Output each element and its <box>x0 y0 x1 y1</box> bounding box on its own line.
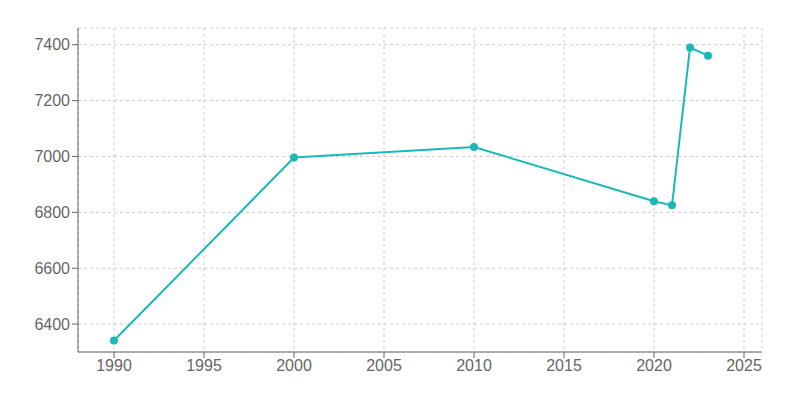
svg-text:6600: 6600 <box>34 260 70 277</box>
svg-text:1990: 1990 <box>96 357 132 374</box>
svg-text:2025: 2025 <box>726 357 762 374</box>
svg-text:7200: 7200 <box>34 92 70 109</box>
svg-text:1995: 1995 <box>186 357 222 374</box>
svg-text:6800: 6800 <box>34 204 70 221</box>
svg-text:7400: 7400 <box>34 36 70 53</box>
svg-text:2015: 2015 <box>546 357 582 374</box>
svg-text:2010: 2010 <box>456 357 492 374</box>
svg-text:7000: 7000 <box>34 148 70 165</box>
svg-text:2000: 2000 <box>276 357 312 374</box>
svg-text:6400: 6400 <box>34 316 70 333</box>
svg-text:2020: 2020 <box>636 357 672 374</box>
svg-text:2005: 2005 <box>366 357 402 374</box>
